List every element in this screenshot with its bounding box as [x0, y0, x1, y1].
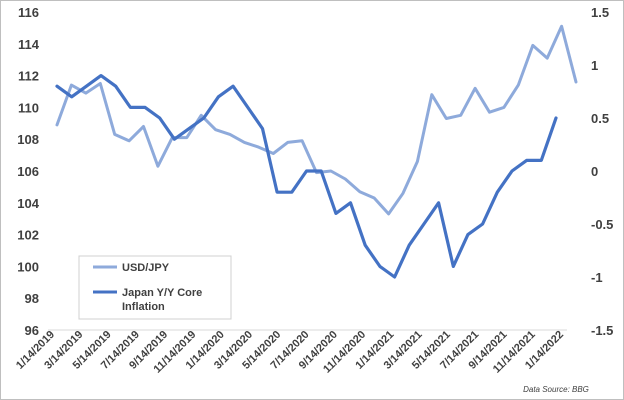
left-tick-label: 106: [17, 164, 39, 179]
left-tick-label: 114: [18, 37, 40, 52]
series-line-usdjpy: [55, 24, 578, 216]
left-tick-label: 104: [17, 196, 39, 211]
right-tick-label: 0.5: [591, 111, 609, 126]
series-group: [55, 24, 578, 279]
left-tick-label: 116: [18, 5, 39, 20]
left-tick-label: 112: [18, 69, 39, 84]
right-axis: -1.5 -1 -0.5 0 0.5 1 1.5: [591, 5, 613, 338]
left-tick-label: 102: [17, 228, 39, 243]
right-tick-label: 1: [591, 58, 598, 73]
legend-label-usdjpy: USD/JPY: [122, 262, 170, 274]
left-tick-label: 100: [17, 259, 39, 274]
right-tick-label: 1.5: [591, 5, 609, 20]
left-tick-label: 96: [25, 323, 39, 338]
left-axis: 96 98 100 102 104 106 108 110 112 114 116: [17, 5, 39, 338]
series-line-japan-core-inflation: [55, 73, 558, 279]
x-axis: 1/14/20193/14/20195/14/20197/14/20199/14…: [14, 329, 567, 376]
left-tick-label: 108: [17, 132, 39, 147]
left-tick-label: 98: [25, 291, 39, 306]
left-tick-label: 110: [18, 100, 39, 115]
right-tick-label: -0.5: [591, 217, 613, 232]
legend-label-inflation-line1: Japan Y/Y Core: [122, 287, 202, 299]
legend: USD/JPY Japan Y/Y Core Inflation: [78, 255, 232, 320]
right-tick-label: 0: [591, 164, 598, 179]
right-tick-label: -1: [591, 270, 603, 285]
right-tick-label: -1.5: [591, 323, 613, 338]
data-source-label: Data Source: BBG: [523, 385, 589, 394]
legend-label-inflation-line2: Inflation: [122, 301, 165, 313]
